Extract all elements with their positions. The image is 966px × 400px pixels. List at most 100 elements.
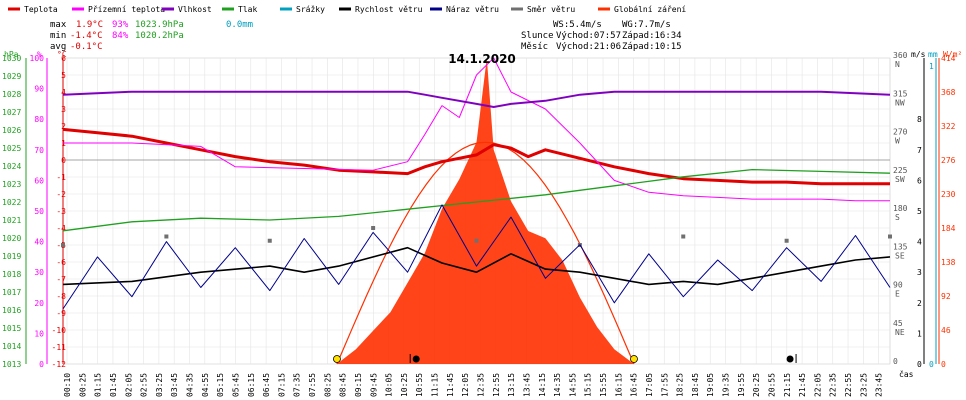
- x-tick-46: 20:55: [767, 373, 776, 397]
- legend: Teplota Přízemní teplota Vlhkost Tlak Srážky…: [8, 5, 686, 14]
- x-tick-16: 07:55: [308, 373, 317, 397]
- x-tick-30: 13:45: [522, 373, 531, 397]
- info-moon-rise: Východ:21:06: [556, 42, 621, 52]
- x-tick-2: 01:15: [94, 373, 103, 397]
- axis-pct-label: %: [37, 50, 42, 59]
- axis-degc-label: °C: [57, 50, 67, 59]
- axis-dir-letter-4: S: [895, 213, 900, 222]
- x-tick-45: 20:25: [752, 373, 761, 397]
- axis-dir-tick-1: 315: [893, 89, 908, 98]
- axis-dir-tick-5: 135: [893, 242, 908, 251]
- x-tick-36: 16:15: [614, 373, 623, 397]
- axis-wm2-tick-9: 0: [941, 360, 946, 369]
- x-tick-22: 10:25: [400, 373, 409, 397]
- axis-wm2-label: W/m²: [943, 50, 962, 59]
- axis-degc-tick-4: 2: [61, 122, 66, 131]
- x-tick-7: 03:45: [170, 373, 179, 397]
- x-tick-10: 05:15: [216, 373, 225, 397]
- axis-dir-tick-0: 360: [893, 51, 908, 60]
- axis-degc-tick-6: 0: [61, 156, 66, 165]
- x-tick-53: 23:45: [875, 373, 884, 397]
- axis-pct-tick-6: 40: [34, 238, 44, 247]
- x-tick-19: 09:15: [354, 373, 363, 397]
- axis-ms-tick-8: 0: [917, 360, 922, 369]
- legend-label-7: Směr větru: [527, 5, 575, 14]
- x-tick-14: 07:15: [277, 373, 286, 397]
- axis-ms-tick-0: 8: [917, 115, 922, 124]
- x-tick-9: 04:55: [201, 373, 210, 397]
- axis-pct-tick-2: 80: [34, 115, 44, 124]
- x-tick-18: 08:45: [339, 373, 348, 397]
- series-winddir-point-3: [371, 226, 376, 230]
- x-tick-4: 02:05: [124, 373, 133, 397]
- axis-dir-letter-3: SW: [895, 175, 905, 184]
- axis-ms-label: m/s: [911, 50, 926, 59]
- axis-degc-tick-18: -12: [52, 360, 67, 369]
- axis-degc-tick-2: 4: [61, 88, 66, 97]
- axis-dir-letter-5: SE: [895, 251, 905, 260]
- axis-dir-letter-2: W: [895, 137, 900, 146]
- series-winddir-point-6: [681, 234, 686, 239]
- x-tick-51: 22:55: [844, 373, 853, 397]
- chart-title: 14.1.2020: [448, 52, 516, 66]
- axis-dir-tick-7: 45: [893, 319, 903, 328]
- axis-dir-letter-7: NE: [895, 328, 905, 337]
- axis-hpa-tick-0: 1030: [2, 54, 21, 63]
- axis-hpa-tick-2: 1028: [2, 90, 21, 99]
- axis-wm2-tick-2: 322: [941, 122, 956, 131]
- series-winddir-point-2: [267, 238, 272, 243]
- x-tick-34: 15:15: [584, 373, 593, 397]
- x-tick-15: 07:35: [293, 373, 302, 397]
- axis-degc-tick-7: -1: [56, 173, 66, 182]
- axis-degc-tick-0: 6: [61, 54, 66, 63]
- axis-ms-tick-4: 4: [917, 238, 922, 247]
- axis-wm2-tick-8: 46: [941, 326, 951, 335]
- axis-hpa-tick-16: 1014: [2, 342, 21, 351]
- axis-hpa-tick-10: 1020: [2, 234, 21, 243]
- stats-max-rain: 0.0mm: [226, 20, 253, 30]
- x-tick-29: 13:15: [507, 373, 516, 397]
- stats-max-press: 1023.9hPa: [135, 20, 184, 30]
- info-ws: WS:5.4m/s: [553, 20, 602, 30]
- legend-label-1: Přízemní teplota: [88, 5, 165, 14]
- axis-pct-tick-10: 0: [39, 360, 44, 369]
- stats-min-label: min: [50, 31, 66, 41]
- axis-wm2-tick-3: 276: [941, 156, 956, 165]
- axis-degc-tick-15: -9: [56, 309, 66, 318]
- sunset-marker: [630, 355, 638, 363]
- axis-dir-tick-4: 180: [893, 204, 908, 213]
- axis-wm2-tick-5: 184: [941, 224, 956, 233]
- legend-label-5: Rychlost větru: [355, 5, 423, 14]
- axis-ms-tick-7: 1: [917, 329, 922, 338]
- axis-hpa-label: hPa: [4, 50, 19, 59]
- axis-dir-letter-1: NW: [895, 98, 905, 107]
- axis-pct-tick-0: 100: [30, 54, 45, 63]
- info-moon-set: Západ:10:15: [622, 42, 682, 52]
- axis-dir-letter-0: N: [895, 60, 900, 69]
- legend-label-2: Vlhkost: [178, 5, 212, 14]
- axis-hpa-tick-14: 1016: [2, 306, 21, 315]
- axis-pct-tick-7: 30: [34, 268, 44, 277]
- axis-pct-tick-5: 50: [34, 207, 44, 216]
- axis-degc-tick-12: -6: [56, 258, 66, 267]
- axis-hpa-tick-6: 1024: [2, 162, 21, 171]
- axis-hpa-tick-7: 1023: [2, 180, 21, 189]
- x-tick-13: 06:45: [262, 373, 271, 397]
- x-tick-32: 14:35: [553, 373, 562, 397]
- axis-hpa-tick-3: 1027: [2, 108, 21, 117]
- axis-hpa-tick-11: 1019: [2, 252, 21, 261]
- axis-degc-tick-13: -7: [56, 275, 66, 284]
- series-line-přízemní-teplota: [63, 57, 890, 202]
- stats-avg-label: avg: [50, 42, 66, 52]
- x-tick-41: 18:45: [691, 373, 700, 397]
- axis-degc-tick-14: -8: [56, 292, 66, 301]
- x-tick-24: 11:15: [431, 373, 440, 397]
- axis-degc-tick-3: 3: [61, 105, 66, 114]
- axis-dir-tick-8: 0: [893, 357, 898, 366]
- x-tick-3: 01:45: [109, 373, 118, 397]
- series-line-vlhkost: [62, 90, 891, 108]
- axis-wm2-tick-0: 414: [941, 54, 956, 63]
- axis-mm-tick-0: 1: [929, 62, 934, 71]
- axis-dir-letter-6: E: [895, 290, 900, 299]
